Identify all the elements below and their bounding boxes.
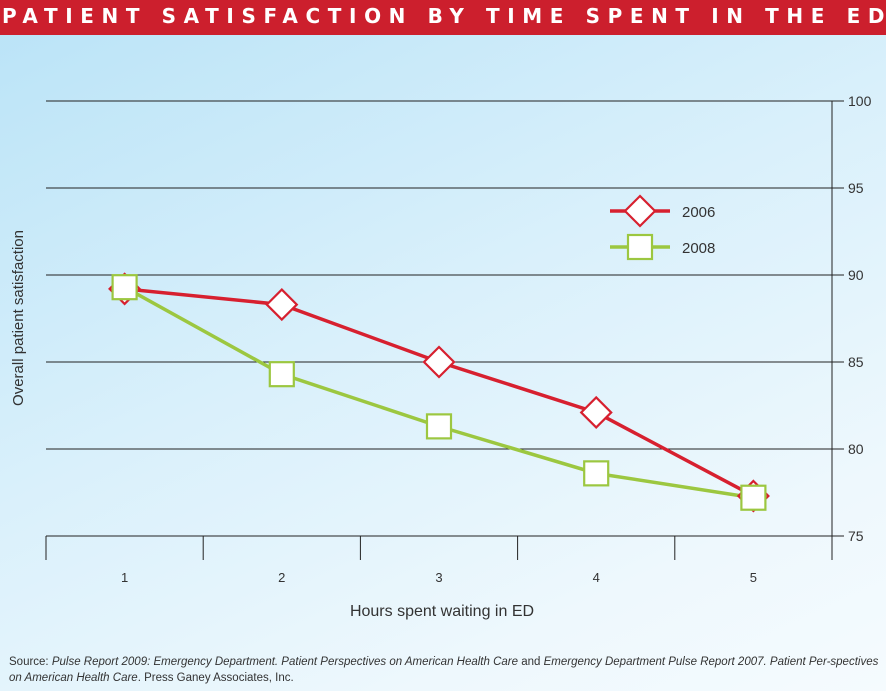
point-2006-2 [265, 288, 299, 322]
series-line-2006 [124, 287, 755, 498]
chart-title: PATIENT SATISFACTION BY TIME SPENT IN TH… [0, 0, 886, 35]
source-suffix: . Press Ganey Associates, Inc. [137, 672, 294, 684]
y-axis-ticks: 75 80 85 90 95 100 [831, 93, 872, 544]
gridlines [46, 100, 832, 537]
source-and: and [518, 656, 544, 668]
legend-label-2008: 2008 [682, 240, 715, 257]
source-prefix: Source: [9, 656, 52, 668]
x-tick-label-5: 5 [750, 570, 757, 585]
x-tick-label-2: 2 [278, 570, 285, 585]
point-2008-3 [425, 413, 453, 440]
point-2008-2 [268, 361, 295, 388]
series-lines [108, 272, 770, 513]
x-tick-label-3: 3 [435, 570, 442, 585]
legend-marker-2006 [623, 194, 657, 228]
x-tick-label-1: 1 [121, 570, 128, 585]
series-line-2008 [123, 285, 754, 500]
legend: 2006 2008 [610, 194, 715, 261]
y-tick-label-85: 85 [848, 354, 864, 370]
x-tick-label-4: 4 [593, 570, 600, 585]
y-tick-label-80: 80 [848, 441, 864, 457]
y-tick-label-90: 90 [848, 267, 864, 283]
y-tick-label-75: 75 [848, 528, 864, 544]
point-2008-4 [583, 460, 610, 487]
y-axis-label: Overall patient satisfaction [10, 230, 27, 406]
point-2008-1 [111, 274, 138, 301]
legend-marker-2008 [626, 233, 654, 261]
source-title-2: Emergency Department Pulse Report 2007. … [9, 656, 879, 684]
point-2006-4 [579, 395, 613, 430]
x-axis-label: Hours spent waiting in ED [350, 603, 534, 620]
point-2008-5 [740, 484, 767, 511]
source-note: Source: Pulse Report 2009: Emergency Dep… [9, 654, 881, 686]
source-title-1: Pulse Report 2009: Emergency Department.… [51, 656, 519, 668]
y-tick-label-100: 100 [848, 93, 872, 109]
point-2006-3 [422, 345, 456, 379]
y-tick-label-95: 95 [848, 180, 864, 196]
x-axis: 1 2 3 4 5 [45, 536, 833, 585]
line-chart: 75 80 85 90 95 100 1 2 3 4 5 2006 2008 Hours spent… [10, 93, 872, 620]
legend-label-2006: 2006 [682, 204, 715, 221]
